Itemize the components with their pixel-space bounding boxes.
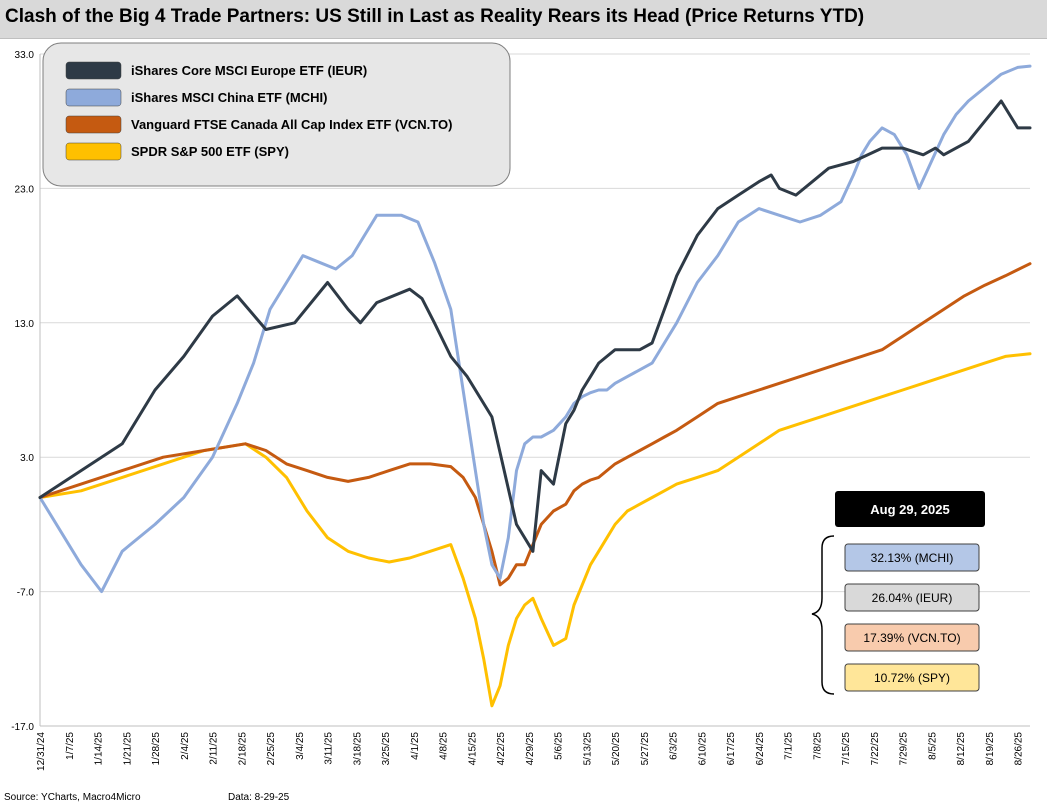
series-line-2 (38, 262, 1032, 587)
x-tick-label: 8/26/25 (1014, 732, 1025, 766)
x-tick-label: 7/1/25 (784, 732, 795, 760)
x-tick-label: 8/5/25 (927, 732, 938, 760)
x-tick-label: 5/20/25 (611, 732, 622, 766)
x-tick-label: 1/21/25 (122, 732, 133, 766)
legend-swatch (65, 142, 122, 161)
callout-box (844, 663, 980, 692)
x-tick-label: 4/15/25 (467, 732, 478, 766)
x-tick-label: 4/8/25 (439, 732, 450, 760)
x-tick-label: 4/1/25 (410, 732, 421, 760)
x-tick-label: 2/4/25 (180, 732, 191, 760)
inset-date: Aug 29, 2025 (870, 502, 950, 517)
x-tick-label: 6/17/25 (726, 732, 737, 766)
callout-box (844, 623, 980, 652)
x-tick-label: 3/25/25 (381, 732, 392, 766)
title-bar: Clash of the Big 4 Trade Partners: US St… (0, 0, 1047, 39)
callout-label: 26.04% (IEUR) (872, 591, 953, 605)
x-tick-label: 7/8/25 (812, 732, 823, 760)
x-tick-label: 1/14/25 (94, 732, 105, 766)
x-tick-label: 4/29/25 (525, 732, 536, 766)
x-tick-label: 7/22/25 (870, 732, 881, 766)
x-tick-label: 5/13/25 (582, 732, 593, 766)
x-tick-label: 6/24/25 (755, 732, 766, 766)
legend-label: iShares MSCI China ETF (MCHI) (131, 90, 327, 105)
x-tick-label: 1/7/25 (65, 732, 76, 760)
series-line-3 (38, 352, 1032, 708)
y-tick-label: -17.0 (11, 722, 34, 733)
x-tick-label: 8/19/25 (985, 732, 996, 766)
x-tick-label: 2/11/25 (209, 732, 220, 765)
callout-label: 10.72% (SPY) (874, 671, 950, 685)
x-tick-label: 1/28/25 (151, 732, 162, 766)
legend-swatch (65, 61, 122, 80)
y-tick-label: 13.0 (15, 319, 35, 330)
series-line-0 (38, 99, 1032, 553)
x-tick-label: 3/4/25 (295, 732, 306, 760)
x-tick-label: 7/15/25 (841, 732, 852, 766)
chart-title: Clash of the Big 4 Trade Partners: US St… (5, 6, 865, 27)
legend-box (42, 42, 511, 187)
footer-source: Source: YCharts, Macro4Micro (4, 792, 141, 803)
line-chart: 33.0 23.0 13.0 3.0 -7.0 -17.0 12/31/24 1/7/25 1… (11, 42, 1032, 771)
series-line-1 (38, 64, 1032, 594)
legend-label: Vanguard FTSE Canada All Cap Index ETF (… (131, 117, 452, 132)
x-tick-label: 8/12/25 (956, 732, 967, 766)
legend-label: SPDR S&P 500 ETF (SPY) (131, 144, 289, 159)
y-tick-label: 23.0 (15, 184, 35, 195)
y-tick-label: 33.0 (15, 50, 35, 61)
y-tick-label: 3.0 (20, 453, 34, 464)
legend-label: iShares Core MSCI Europe ETF (IEUR) (131, 63, 367, 78)
y-tick-label: -7.0 (17, 588, 35, 599)
callout-box (844, 583, 980, 612)
legend-swatch (65, 115, 122, 134)
callout-box (844, 543, 980, 572)
x-tick-label: 2/25/25 (266, 732, 277, 766)
x-tick-label: 3/18/25 (352, 732, 363, 766)
x-tick-label: 5/6/25 (554, 732, 565, 760)
x-tick-label: 2/18/25 (237, 732, 248, 766)
x-tick-label: 7/29/25 (899, 732, 910, 766)
x-tick-label: 12/31/24 (36, 732, 47, 771)
callout-label: 32.13% (MCHI) (871, 551, 954, 565)
x-tick-label: 5/27/25 (640, 732, 651, 766)
x-tick-label: 4/22/25 (496, 732, 507, 766)
callout-label: 17.39% (VCN.TO) (863, 631, 960, 645)
x-tick-label: 3/11/25 (324, 732, 335, 765)
x-tick-label: 6/10/25 (697, 732, 708, 766)
legend-swatch (65, 88, 122, 107)
x-tick-label: 6/3/25 (669, 732, 680, 760)
inset-date-box (835, 491, 985, 527)
callout-brace (811, 535, 835, 695)
footer-data: Data: 8-29-25 (228, 792, 290, 803)
